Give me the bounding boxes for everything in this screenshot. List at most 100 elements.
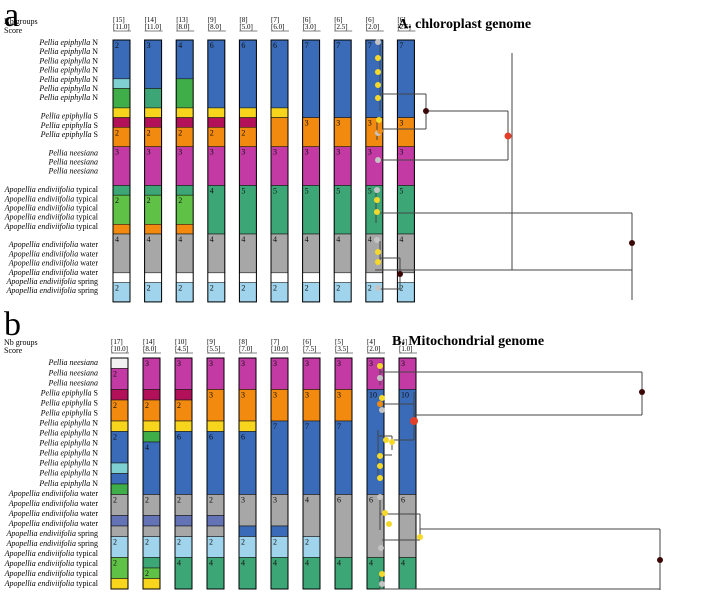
partition-column: 3 3 6 3 2 4 (238, 357, 257, 590)
tip-icon (374, 197, 380, 203)
partition-block (142, 420, 161, 432)
column-group-count: [6] (397, 16, 405, 24)
tip-icon (386, 521, 392, 527)
tip-icon (379, 395, 385, 401)
column-outline (365, 39, 384, 303)
partition-group-number: 3 (178, 148, 182, 157)
panel-b: b B. Mitochondrial genome Nb groups Scor… (4, 306, 663, 590)
partition-group-number: 4 (305, 235, 309, 244)
partition-group-number: 2 (145, 569, 149, 578)
partition-group-number: 3 (145, 359, 149, 368)
column-score: [11.0] (113, 23, 130, 31)
partition-block (112, 117, 131, 128)
partition-block (142, 557, 161, 569)
column-score: [2.0] (367, 345, 380, 353)
partition-group-number: 4 (369, 559, 373, 568)
column-group-count: [6] (303, 338, 311, 346)
column-group-count: [9] (208, 16, 216, 24)
taxon-label: Pellia neesiana (47, 358, 98, 367)
taxon-label: Apopellia endiviifolia typical (4, 559, 99, 568)
partition-group-number: 2 (399, 284, 403, 293)
partition-group-number: 2 (241, 538, 245, 547)
column-group-count: [5] (335, 338, 343, 346)
partition-block (110, 515, 129, 527)
taxon-label: Apopellia endiviifolia typical (4, 222, 99, 231)
partition-group-number: 2 (113, 559, 117, 568)
partition-group-number: 2 (147, 196, 151, 205)
partition-block (174, 389, 193, 401)
partition-group-number: 3 (369, 359, 373, 368)
partition-block (144, 117, 162, 128)
taxon-label: Apopellia endiviifolia water (8, 268, 99, 277)
partition-block (206, 420, 225, 432)
partition-block (207, 39, 226, 109)
column-group-count: [6] (334, 16, 342, 24)
partition-group-number: 2 (147, 284, 151, 293)
tip-icon (382, 510, 388, 516)
partition-block (270, 117, 289, 147)
column-outline (238, 39, 257, 303)
column-score: [2.5] (397, 23, 410, 31)
tip-icon (374, 209, 380, 215)
partition-block (110, 462, 129, 474)
taxon-label: Pellia neesiana (47, 158, 98, 167)
column-score: [3.5] (335, 345, 348, 353)
partition-group-number: 3 (368, 119, 372, 128)
node-icon (639, 389, 645, 395)
partition-block (144, 107, 162, 118)
taxon-label: Pellia epiphylla N (38, 429, 98, 438)
partition-block (112, 224, 131, 235)
partition-group-number: 7 (336, 41, 340, 50)
node-icon (389, 439, 395, 445)
column-score: [11.0] (145, 23, 162, 31)
column-score: [6.0] (271, 23, 284, 31)
partition-block (144, 224, 162, 235)
partition-column: 6 2 3 4 4 2 (207, 39, 226, 303)
tip-icon (375, 69, 381, 75)
taxon-label: Pellia epiphylla N (38, 439, 98, 448)
partition-group-number: 2 (241, 284, 245, 293)
partition-block (110, 420, 129, 432)
partition-block (334, 420, 353, 495)
partition-block (333, 39, 352, 118)
partition-block (175, 78, 194, 109)
partition-block (112, 107, 131, 118)
tip-icon (377, 475, 383, 481)
column-group-count: [14] (143, 338, 155, 346)
partition-group-number: 5 (241, 187, 245, 196)
partition-group-number: 2 (147, 128, 151, 137)
tip-icon (375, 39, 381, 45)
column-group-count: [6] (366, 16, 374, 24)
partition-block (142, 525, 161, 537)
partition-group-number: 3 (336, 148, 340, 157)
partition-block (270, 107, 289, 118)
partition-group-number: 2 (145, 496, 149, 505)
column-outline (142, 357, 161, 590)
partition-block (174, 420, 193, 432)
node-icon (423, 108, 429, 114)
column-score: [10.0] (111, 345, 128, 353)
taxon-label: Apopellia endiviifolia water (8, 519, 99, 528)
tip-icon (375, 55, 381, 61)
column-group-count: [14] (145, 16, 157, 24)
partition-group-number: 4 (305, 559, 309, 568)
partition-group-number: 3 (115, 148, 119, 157)
partition-group-number: 2 (177, 496, 181, 505)
partition-group-number: 2 (209, 538, 213, 547)
partition-column: 6 2 3 5 4 2 (238, 39, 257, 303)
partition-group-number: 6 (241, 433, 245, 442)
partition-group-number: 3 (241, 148, 245, 157)
column-outline (333, 39, 352, 303)
tip-icon (379, 407, 385, 413)
tip-icon (375, 259, 381, 265)
taxon-label: Pellia epiphylla S (40, 398, 98, 407)
partition-group-number: 4 (210, 235, 214, 244)
partition-block (175, 117, 194, 128)
column-score: [2.0] (366, 23, 379, 31)
partition-block (142, 578, 161, 590)
partition-group-number: 2 (115, 284, 119, 293)
taxon-label: Pellia epiphylla N (38, 66, 98, 75)
partition-column: 3 10 6 4 (398, 357, 417, 590)
partition-group-number: 3 (209, 359, 213, 368)
